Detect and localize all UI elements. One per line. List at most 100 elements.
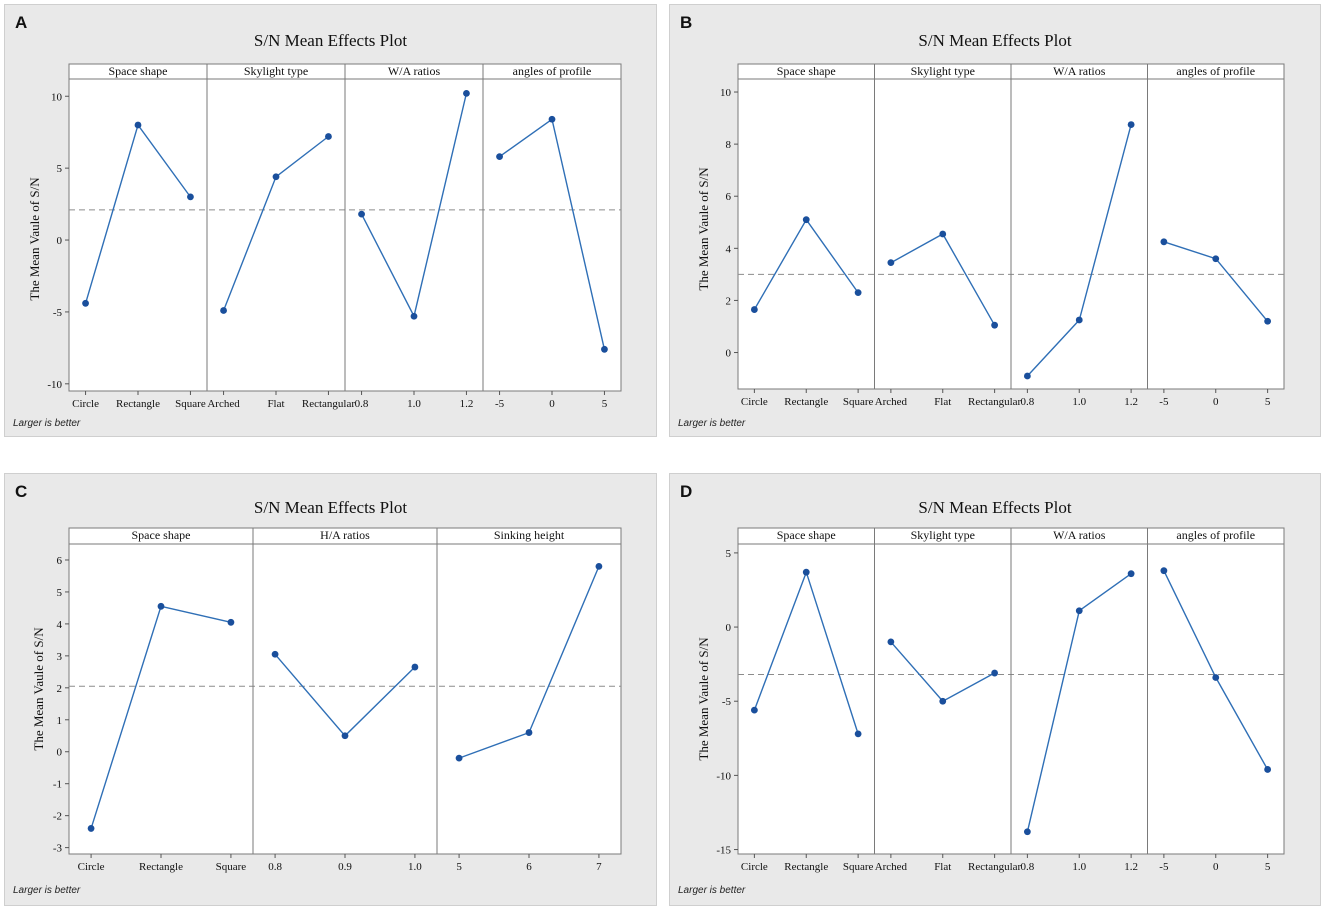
data-point <box>134 121 142 129</box>
y-tick-label: 4 <box>726 243 732 255</box>
x-tick-label: Arched <box>875 861 908 873</box>
x-tick-label: Circle <box>72 398 99 410</box>
factor-header: Sinking height <box>494 528 565 542</box>
y-tick-label: -1 <box>53 779 62 791</box>
y-tick-label: 0 <box>57 747 63 759</box>
x-tick-label: 0.8 <box>355 398 369 410</box>
effects-plot-a: -10 -5 0 5 10 Space shape Circle Rectangle Squar… <box>47 63 622 410</box>
y-tick-label: 6 <box>57 555 63 567</box>
data-point <box>939 230 947 238</box>
y-tick-label: 0 <box>726 622 732 634</box>
y-tick-label: -10 <box>47 379 62 391</box>
y-tick-label: 5 <box>726 548 732 560</box>
data-point <box>854 730 862 738</box>
panel-a: -10 -5 0 5 10 Space shape Circle Rectangle Squar… <box>4 4 657 437</box>
data-point <box>1160 567 1168 575</box>
y-tick-label: -2 <box>53 811 62 823</box>
x-tick-label: Rectangle <box>116 398 160 410</box>
x-tick-label: 5 <box>1265 861 1271 873</box>
data-point <box>1264 766 1272 773</box>
data-point <box>271 650 279 658</box>
data-point <box>1075 316 1083 324</box>
data-point <box>227 618 235 626</box>
data-point <box>802 216 810 224</box>
data-point <box>548 115 556 123</box>
data-point <box>463 89 470 97</box>
x-tick-label: Arched <box>207 398 240 410</box>
data-point <box>525 729 533 736</box>
y-tick-label: 1 <box>57 715 63 727</box>
x-tick-label: Rectangular <box>968 396 1021 408</box>
factor-header: Skylight type <box>911 528 975 542</box>
panel-letter: A <box>15 13 28 32</box>
x-tick-label: -5 <box>1159 396 1169 408</box>
y-tick-label: 8 <box>726 139 732 151</box>
factor-header: angles of profile <box>513 64 592 78</box>
y-tick-label: 0 <box>726 348 732 360</box>
factor-header: angles of profile <box>1176 64 1255 78</box>
y-tick-label: 10 <box>720 87 732 99</box>
x-tick-label: 1.0 <box>407 398 421 410</box>
effects-plot-c: -3 -2 -1 0 1 2 3 4 5 6 Space shape Circle Rectangle S… <box>53 527 622 873</box>
x-tick-label: 1.0 <box>408 861 422 873</box>
y-tick-label: -15 <box>716 845 731 857</box>
plot-title: S/N Mean Effects Plot <box>918 498 1072 517</box>
data-point <box>82 299 89 307</box>
y-tick-label: -5 <box>722 696 732 708</box>
data-point <box>887 638 895 646</box>
data-point <box>991 321 999 329</box>
data-point <box>1075 607 1083 615</box>
x-tick-label: Square <box>843 861 874 873</box>
data-point <box>341 732 349 740</box>
x-tick-label: Circle <box>741 861 768 873</box>
x-tick-label: 0.8 <box>1021 861 1035 873</box>
x-tick-label: Circle <box>741 396 768 408</box>
x-tick-label: Rectangular <box>302 398 355 410</box>
data-point <box>1023 828 1031 836</box>
x-tick-label: -5 <box>1159 861 1169 873</box>
y-axis-label: The Mean Vaule of S/N <box>31 627 46 751</box>
y-tick-label: 3 <box>57 651 63 663</box>
factor-header: W/A ratios <box>388 64 441 78</box>
y-tick-label: 6 <box>726 191 732 203</box>
x-tick-label: Rectangle <box>784 861 828 873</box>
x-tick-label: 5 <box>602 398 608 410</box>
y-tick-label: -5 <box>53 307 63 319</box>
data-point <box>410 312 418 320</box>
plot-title: S/N Mean Effects Plot <box>253 31 408 50</box>
factor-header: Space shape <box>132 528 191 542</box>
factor-header: W/A ratios <box>1053 528 1106 542</box>
data-point <box>87 825 95 832</box>
data-point <box>887 259 895 267</box>
data-point <box>272 173 280 181</box>
panel-letter: D <box>680 482 693 501</box>
data-point <box>1212 255 1220 263</box>
data-point <box>802 568 810 576</box>
plot-frame <box>68 527 622 855</box>
plot-title: S/N Mean Effects Plot <box>253 498 408 517</box>
x-tick-label: 6 <box>526 861 532 873</box>
y-tick-label: 2 <box>57 683 63 695</box>
y-tick-label: -3 <box>53 843 63 855</box>
x-tick-label: 0 <box>1213 396 1219 408</box>
data-point <box>496 153 503 161</box>
data-point <box>939 697 947 705</box>
panel-d: -15 -10 -5 0 5 Space shape Circle Rectangle Squa… <box>669 473 1321 906</box>
factor-header: W/A ratios <box>1053 64 1106 78</box>
data-point <box>325 133 332 140</box>
y-tick-label: 5 <box>57 587 63 599</box>
factor-header: Space shape <box>777 528 836 542</box>
x-tick-label: 0.8 <box>268 861 282 873</box>
plot-title: S/N Mean Effects Plot <box>918 31 1072 50</box>
larger-is-better-note: Larger is better <box>13 418 81 429</box>
x-tick-label: Flat <box>267 398 284 410</box>
x-tick-label: Circle <box>78 861 105 873</box>
data-point <box>601 345 608 353</box>
data-point <box>358 210 365 218</box>
x-tick-label: 1.0 <box>1072 396 1086 408</box>
x-tick-label: 0.8 <box>1021 396 1035 408</box>
larger-is-better-note: Larger is better <box>678 418 746 429</box>
x-tick-label: 0 <box>549 398 555 410</box>
y-axis-label: The Mean Vaule of S/N <box>696 637 711 761</box>
factor-header: Space shape <box>109 64 168 78</box>
